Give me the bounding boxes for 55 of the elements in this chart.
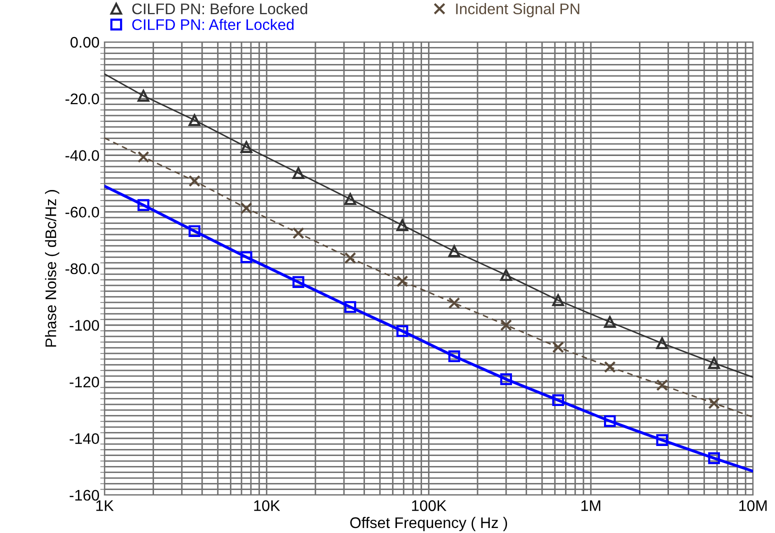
point	[240, 251, 252, 264]
legend-label: Incident Signal PN	[456, 3, 580, 18]
y-tick-label: 0.00	[70, 36, 100, 48]
x-tick-label: 1M	[581, 500, 600, 511]
point	[656, 434, 668, 446]
point	[500, 373, 512, 386]
y-tick-label: -80.0	[66, 263, 100, 274]
point	[138, 199, 150, 211]
point	[448, 297, 460, 309]
point	[188, 114, 200, 126]
point	[604, 361, 616, 373]
point	[604, 316, 616, 328]
point	[448, 350, 460, 362]
x-axis-title: Offset Frequency ( Hz )	[350, 516, 508, 532]
point	[396, 219, 408, 232]
y-tick-label: -60.0	[66, 206, 100, 218]
x-tick-label: 1K	[96, 500, 114, 511]
point	[448, 245, 460, 258]
point	[292, 227, 304, 240]
point	[500, 269, 512, 281]
point	[604, 415, 616, 428]
point	[292, 167, 304, 179]
point	[552, 294, 564, 306]
point	[708, 397, 720, 410]
y-tick-label: -120	[70, 376, 100, 388]
point	[708, 357, 720, 369]
point	[656, 337, 668, 350]
y-tick-label: -160	[70, 490, 100, 501]
point	[500, 319, 512, 332]
point	[396, 325, 408, 337]
point	[138, 151, 150, 163]
x-tick-label: 100K	[412, 500, 446, 512]
point	[240, 202, 252, 214]
point	[344, 301, 356, 313]
legend-label: CILFD PN: Before Locked	[132, 3, 308, 14]
point	[552, 394, 564, 406]
point	[188, 225, 200, 238]
point	[188, 175, 200, 187]
x-tick-label: 10K	[254, 500, 280, 512]
x-tick-label: 10M	[739, 500, 767, 512]
point	[708, 452, 720, 464]
point	[138, 90, 150, 102]
point	[344, 193, 356, 206]
point	[240, 141, 252, 153]
y-tick-label: -20.0	[66, 93, 100, 104]
y-axis-title: Phase Noise ( dBc/Hz )	[45, 190, 60, 347]
point	[552, 341, 564, 354]
point	[396, 275, 408, 288]
y-tick-label: -40.0	[66, 150, 100, 161]
point	[344, 252, 356, 264]
y-tick-label: -100	[70, 320, 100, 331]
point	[292, 276, 304, 288]
y-tick-label: -140	[70, 433, 100, 444]
legend-label: CILFD PN: After Locked	[132, 18, 294, 30]
point	[656, 379, 668, 392]
